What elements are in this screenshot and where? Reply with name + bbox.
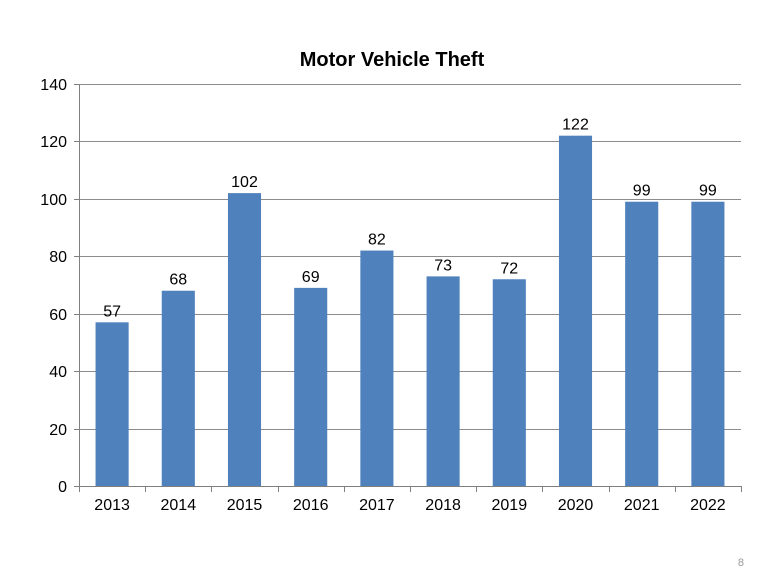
x-tick-label: 2018 [425, 497, 461, 514]
bar [161, 290, 195, 486]
data-label: 72 [500, 260, 518, 277]
x-tick-labels: 2013 2014 2015 2016 2017 2018 2019 2020 2021 2022 [94, 497, 725, 514]
y-tick-label: 0 [58, 479, 67, 496]
y-tick-label: 80 [49, 249, 67, 266]
data-label: 57 [103, 303, 121, 320]
y-tick-label: 20 [49, 422, 67, 439]
bar [558, 135, 593, 486]
data-labels: 57 68 102 69 82 73 72 122 99 99 [103, 117, 717, 321]
x-tick-label: 2016 [293, 497, 329, 514]
x-tick-label: 2021 [624, 497, 660, 514]
bar [426, 276, 460, 486]
data-label: 99 [633, 183, 651, 200]
y-tick-label: 60 [49, 307, 67, 324]
bar [294, 287, 328, 486]
data-label: 73 [434, 257, 452, 274]
data-label: 68 [169, 272, 187, 289]
bar [95, 322, 129, 486]
y-tick-label: 40 [49, 364, 67, 381]
axes [74, 84, 742, 492]
bar [492, 279, 526, 486]
x-tick-label: 2020 [558, 497, 594, 514]
bar [691, 201, 725, 486]
x-tick-label: 2014 [161, 497, 197, 514]
y-tick-label: 120 [40, 134, 67, 151]
y-tick-label: 100 [40, 192, 67, 209]
x-tick-label: 2015 [227, 497, 263, 514]
data-label: 69 [302, 269, 320, 286]
bar [625, 201, 659, 486]
y-tick-labels: 0 20 40 60 80 100 120 140 [40, 77, 67, 496]
bar [227, 193, 262, 486]
data-label: 102 [231, 174, 258, 191]
data-label: 122 [562, 117, 589, 134]
chart-title: Motor Vehicle Theft [300, 49, 485, 71]
x-tick-label: 2013 [94, 497, 130, 514]
bars [95, 135, 725, 486]
data-label: 82 [368, 232, 386, 249]
x-tick-label: 2022 [690, 497, 726, 514]
y-tick-label: 140 [40, 77, 67, 94]
page-number: 8 [737, 557, 744, 569]
x-tick-label: 2017 [359, 497, 395, 514]
data-label: 99 [699, 183, 717, 200]
x-tick-label: 2019 [492, 497, 528, 514]
bar [360, 250, 394, 486]
